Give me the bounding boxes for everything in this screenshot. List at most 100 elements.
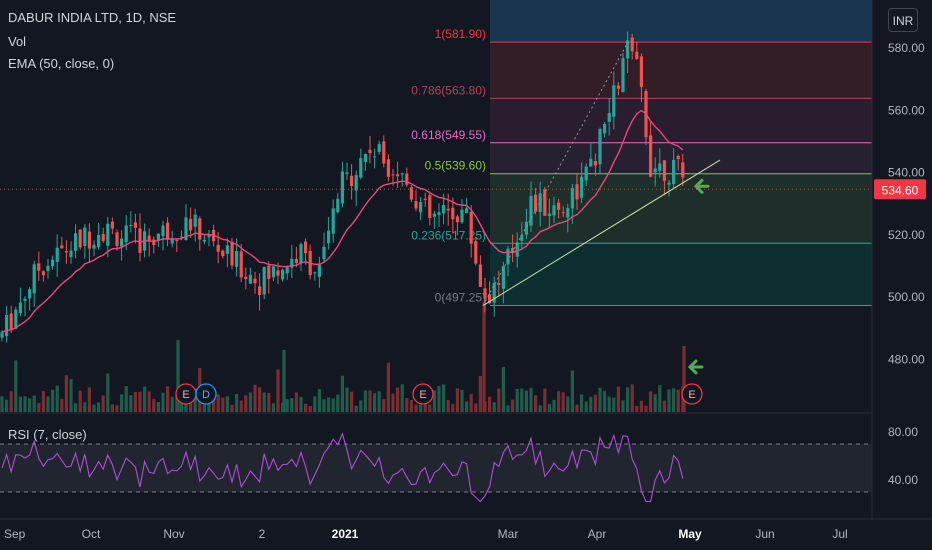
- volume-bar: [653, 394, 657, 412]
- candle-body: [138, 228, 142, 253]
- volume-bar: [32, 395, 36, 412]
- volume-bar: [520, 388, 524, 412]
- x-axis-tick-label: 2021: [332, 527, 359, 541]
- candle-body: [538, 193, 542, 212]
- candle-body: [299, 244, 303, 264]
- volume-bar: [373, 393, 377, 412]
- candle-body: [414, 201, 418, 209]
- candle-body: [593, 161, 597, 166]
- event-marker-label: E: [688, 389, 695, 401]
- ema-line: [1, 109, 684, 333]
- candle-body: [483, 288, 487, 299]
- volume-bar: [451, 403, 455, 412]
- volume-bar: [207, 403, 211, 412]
- volume-bar: [635, 405, 639, 412]
- fib-level-label: 0.236(517.25): [411, 228, 486, 242]
- candle-body: [37, 263, 41, 271]
- x-axis-tick-label: Oct: [82, 527, 101, 541]
- candle-body: [506, 248, 510, 265]
- volume-bar: [170, 397, 174, 412]
- volume-bar: [69, 379, 73, 412]
- candle-body: [377, 144, 381, 152]
- candle-body: [230, 241, 234, 266]
- volume-bar: [276, 369, 280, 412]
- volume-bar: [543, 388, 547, 412]
- candle-body: [313, 272, 317, 274]
- volume-bar: [377, 391, 381, 412]
- candle-body: [543, 188, 547, 216]
- volume-bar: [382, 399, 386, 412]
- y-axis-tick-label: 540.00: [888, 166, 925, 180]
- candle-body: [317, 263, 321, 277]
- volume-bar: [667, 389, 671, 412]
- candle-body: [589, 158, 593, 167]
- candle-body: [524, 221, 528, 235]
- volume-bar: [78, 390, 82, 412]
- volume-bar: [331, 398, 335, 412]
- volume-bar: [363, 390, 367, 412]
- volume-bar: [478, 375, 482, 412]
- candle-body: [161, 225, 165, 237]
- volume-bar: [87, 387, 91, 412]
- candle-body: [166, 222, 170, 240]
- volume-bar: [299, 396, 303, 412]
- price-arrow-annotation: [693, 178, 710, 194]
- candle-body: [603, 124, 607, 134]
- volume-bar: [221, 397, 225, 412]
- volume-bar: [644, 405, 648, 412]
- candle-body: [446, 208, 450, 211]
- volume-bar: [515, 389, 519, 412]
- volume-bar: [396, 387, 400, 412]
- candle-body: [51, 259, 55, 267]
- candle-body: [607, 112, 611, 122]
- volume-bar: [244, 395, 248, 412]
- candle-body: [635, 51, 639, 59]
- volume-bar: [538, 405, 542, 412]
- candle-body: [580, 176, 584, 198]
- x-axis-tick-label: 2: [259, 527, 266, 541]
- candle-body: [350, 175, 354, 187]
- candle-body: [612, 85, 616, 117]
- dividend-marker: [195, 383, 217, 405]
- x-axis-tick-label: Jul: [832, 527, 847, 541]
- candle-body: [258, 286, 262, 296]
- candle-body: [28, 289, 32, 299]
- candle-body: [124, 225, 128, 243]
- volume-bar: [74, 403, 78, 412]
- volume-bar: [60, 398, 64, 412]
- volume-bar: [437, 386, 441, 412]
- volume-bar: [575, 404, 579, 412]
- symbol-title[interactable]: DABUR INDIA LTD, 1D, NSE: [8, 10, 177, 25]
- volume-bar: [14, 360, 18, 412]
- volume-bar: [176, 340, 180, 412]
- volume-bar: [138, 391, 142, 412]
- candle-body: [156, 233, 160, 241]
- candle-body: [129, 225, 133, 227]
- volume-bar: [92, 404, 96, 412]
- ema-legend[interactable]: EMA (50, close, 0): [8, 56, 115, 71]
- currency-button[interactable]: INR: [888, 8, 918, 32]
- volume-bar: [212, 393, 216, 412]
- candle-body: [18, 302, 22, 314]
- volume-bar: [133, 392, 137, 412]
- candle-body: [69, 250, 73, 258]
- volume-bar: [258, 387, 262, 412]
- volume-bar: [340, 375, 344, 412]
- volume-bar: [386, 362, 390, 412]
- rsi-legend[interactable]: RSI (7, close): [8, 427, 87, 442]
- volume-bar: [161, 392, 165, 412]
- volume-bar: [271, 403, 275, 412]
- candle-body: [630, 37, 634, 52]
- current-price-label: 534.60: [882, 183, 919, 197]
- candle-body: [570, 188, 574, 209]
- volume-bar: [313, 396, 317, 412]
- fib-level-label: 0.5(539.60): [425, 159, 486, 173]
- volume-legend[interactable]: Vol: [8, 34, 27, 49]
- volume-bar: [442, 384, 446, 412]
- volume-bar: [179, 397, 183, 412]
- candle-body: [474, 241, 478, 264]
- volume-bar: [55, 385, 59, 412]
- volume-bar: [147, 391, 151, 412]
- volume-bar: [282, 350, 286, 412]
